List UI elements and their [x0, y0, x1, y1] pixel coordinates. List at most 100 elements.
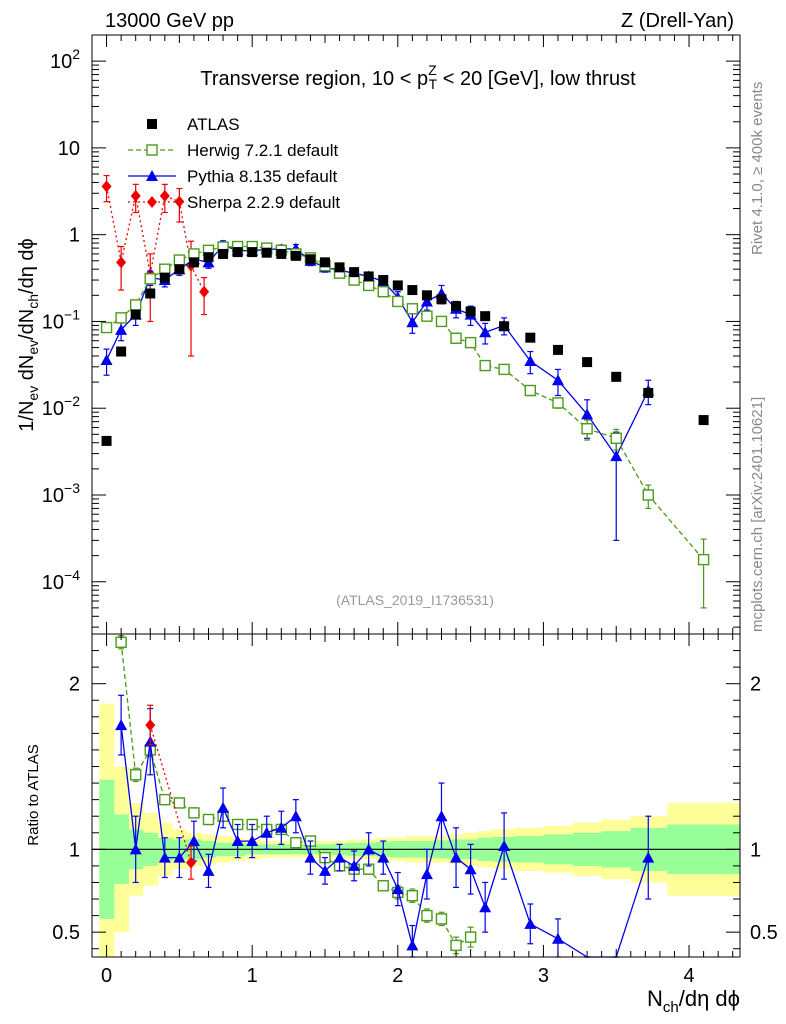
y-axis-label: 1/Nev dNev/dNch/dη dϕ [16, 238, 41, 431]
ratio-pythia-point [202, 864, 215, 876]
herwig-point [115, 312, 127, 324]
ratio-pythia-point [217, 801, 230, 813]
atlas-point [392, 280, 403, 291]
ratio-pythia-point [406, 939, 419, 951]
legend-label-herwig: Herwig 7.2.1 default [187, 141, 338, 160]
herwig-point [610, 432, 622, 445]
ratio-y-tick-label: 1 [69, 839, 80, 861]
ratio-pythia-point [231, 835, 244, 847]
ratio-herwig-point [406, 890, 419, 902]
ratio-herwig-point [129, 769, 142, 781]
atlas-point [203, 252, 214, 263]
atlas-point [290, 250, 301, 261]
x-tick-label: 4 [683, 965, 694, 987]
legend-marker-sherpa [147, 196, 157, 208]
ratio-pythia-point [318, 864, 331, 876]
herwig-point [377, 286, 389, 298]
pythia-point [420, 295, 433, 307]
ratio-pythia-point [187, 835, 200, 847]
ratio-pythia-point [289, 810, 302, 822]
herwig-point [144, 273, 156, 285]
pythia-point [406, 316, 419, 328]
ratio-herwig-line [120, 642, 471, 947]
herwig-point [552, 397, 564, 409]
ratio-pythia-point [260, 826, 273, 838]
atlas-point [319, 257, 330, 268]
ratio-pythia-point [173, 851, 186, 863]
pythia-point [524, 355, 537, 367]
herwig-point [697, 553, 710, 566]
y-tick-label: 10−1 [42, 306, 80, 333]
atlas-point [305, 254, 316, 265]
ratio-pythia-point [348, 859, 361, 871]
ratio-herwig-point [290, 837, 302, 849]
ratio-y-tick-label: 0.5 [52, 922, 80, 944]
ratio-pythia-point [304, 851, 317, 863]
x-tick-label: 2 [392, 965, 403, 987]
sherpa-point [101, 180, 112, 193]
atlas-point [480, 311, 491, 322]
ratio-y-tick-label-right: 2 [750, 674, 761, 696]
atlas-point [232, 247, 243, 258]
ratio-herwig-point [188, 807, 200, 819]
atlas-point [159, 272, 170, 283]
ratio-pythia-line [120, 725, 649, 958]
pythia-point [479, 326, 492, 338]
ratio-panel-frame [91, 633, 741, 958]
ratio-sherpa-point [186, 856, 197, 869]
herwig-point [581, 423, 593, 435]
pythia-point [551, 374, 564, 386]
y-tick-label: 1 [69, 225, 80, 247]
ratio-pythia-point [642, 851, 655, 863]
mcplots-label: mcplots.cern.ch [arXiv:2401.10621] [749, 397, 766, 632]
ratio-herwig-point [202, 813, 215, 826]
pythia-point [100, 353, 113, 365]
herwig-point [421, 310, 433, 322]
x-tick-label: 0 [101, 965, 112, 987]
header-energy: 13000 GeV pp [105, 10, 234, 32]
sherpa-point [116, 256, 127, 269]
sherpa-point [174, 195, 185, 208]
ratio-y-tick-label-right: 1 [750, 839, 761, 861]
herwig-point [173, 254, 186, 266]
y-tick-label: 10−2 [42, 393, 80, 420]
header-process: Z (Drell-Yan) [621, 10, 734, 32]
herwig-line [106, 245, 705, 561]
atlas-point [276, 248, 287, 259]
ratio-y-tick-label-right: 0.5 [750, 922, 778, 944]
atlas-point [451, 301, 462, 312]
ratio-y-tick-label: 2 [69, 674, 80, 696]
ratio-panel-data [92, 635, 741, 958]
ratio-pythia-point [115, 719, 128, 731]
y-tick-label: 10−4 [42, 567, 80, 594]
ratio-herwig-point [377, 880, 389, 892]
main-panel-axes: 102 10 1 10−1 10−2 10−3 10−4 [42, 34, 740, 634]
legend: ATLAS Herwig 7.2.1 default Pythia 8.135 de… [128, 115, 340, 212]
legend-label-atlas: ATLAS [187, 115, 240, 134]
herwig-point [524, 384, 537, 397]
ratio-pythia-point [551, 932, 564, 944]
ratio-pythia-point [391, 883, 404, 895]
ratio-pythia-point [464, 863, 477, 875]
atlas-point [698, 415, 709, 426]
ratio-herwig-point [435, 913, 448, 925]
ratio-pythia-point [377, 851, 390, 863]
main-panel-data [100, 174, 710, 609]
rivet-label: Rivet 4.1.0, ≥ 400k events [749, 82, 766, 255]
sherpa-point [199, 285, 210, 298]
ratio-pythia-point [479, 901, 492, 913]
ratio-sherpa-line [149, 724, 192, 863]
herwig-point [406, 303, 419, 315]
ratio-pythia-point [450, 851, 463, 863]
ratio-pythia-point [498, 840, 511, 852]
sherpa-point [159, 189, 170, 202]
herwig-point [435, 315, 448, 328]
ratio-sherpa-point [145, 719, 156, 732]
herwig-point [362, 279, 375, 292]
atlas-point [499, 321, 510, 332]
sherpa-point [130, 189, 141, 202]
ratio-herwig-point [464, 931, 477, 943]
herwig-point [100, 321, 113, 334]
atlas-point [363, 271, 374, 282]
ratio-herwig-point [450, 939, 462, 952]
